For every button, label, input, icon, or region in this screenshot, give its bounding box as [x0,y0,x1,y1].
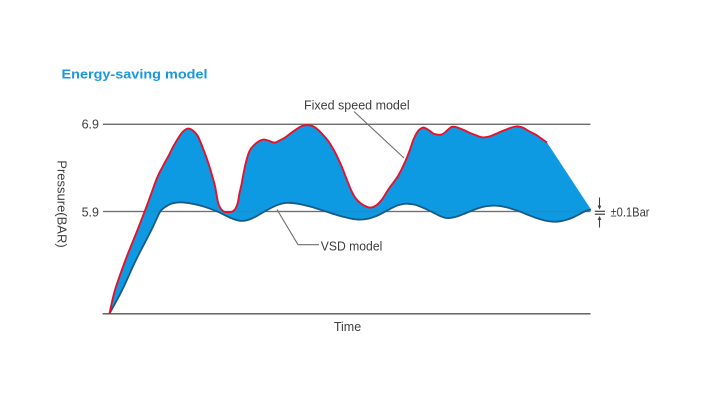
svg-text:VSD model: VSD model [321,239,383,253]
svg-text:Time: Time [334,320,361,334]
svg-text:Energy-saving model: Energy-saving model [62,67,208,82]
svg-text:5.9: 5.9 [82,206,99,220]
svg-text:Fixed speed model: Fixed speed model [304,98,410,112]
svg-text:6.9: 6.9 [82,118,99,132]
svg-text:Pressure(BAR): Pressure(BAR) [55,160,70,247]
svg-text:±0.1Bar: ±0.1Bar [611,206,650,220]
